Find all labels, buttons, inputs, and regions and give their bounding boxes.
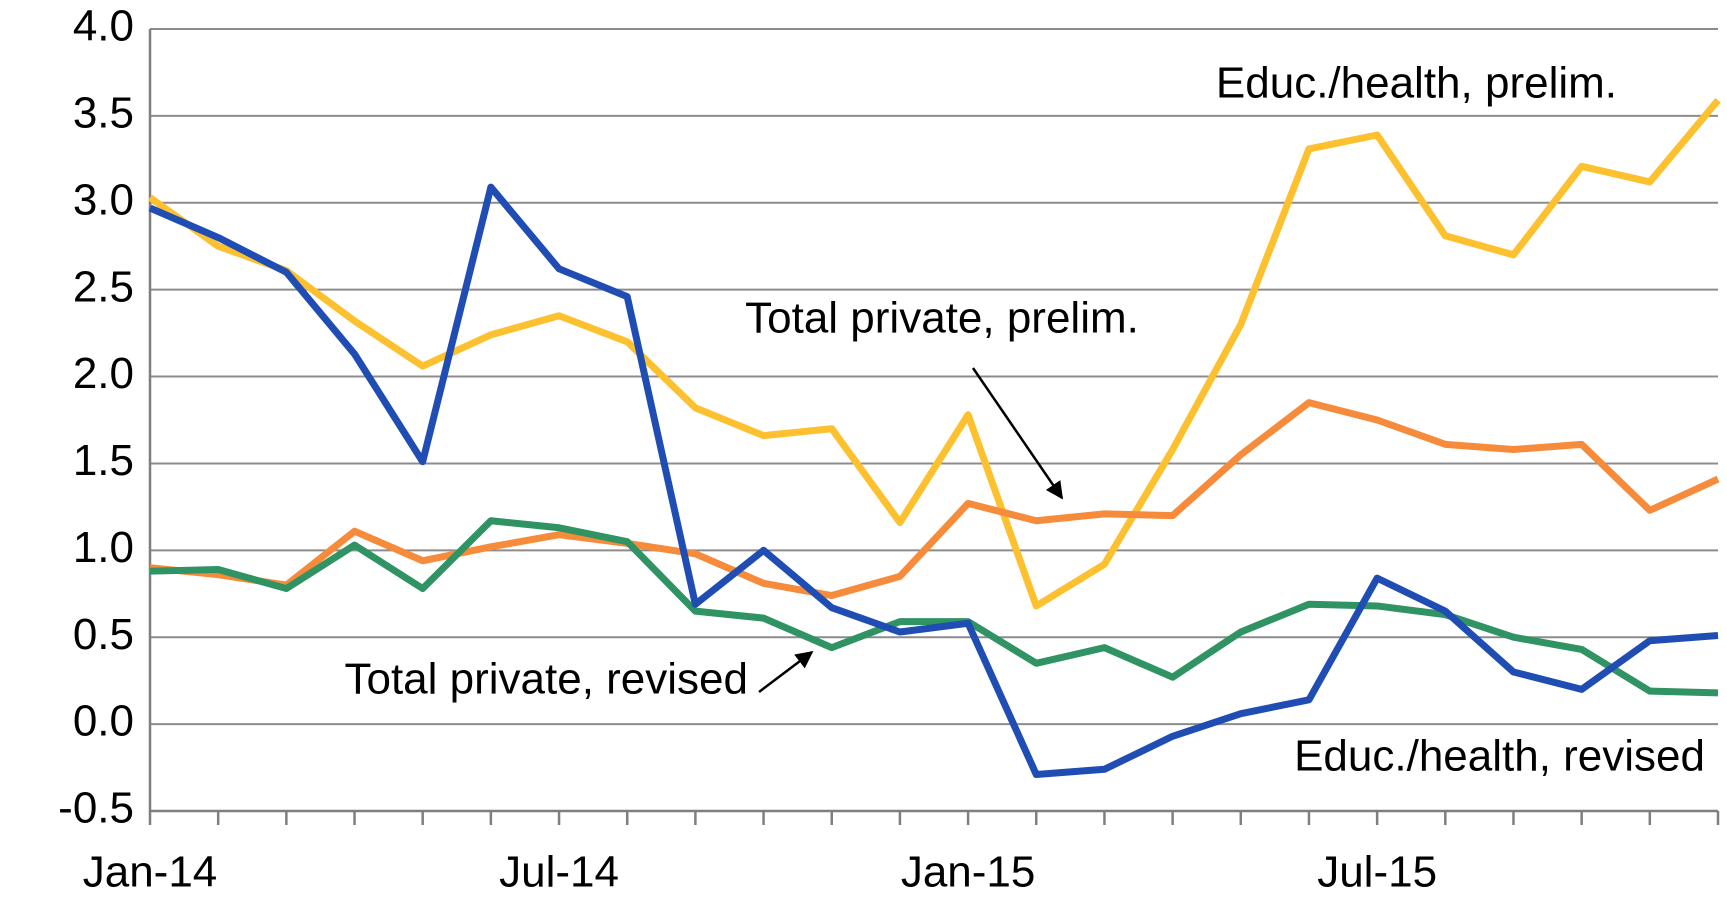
- series-label: Educ./health, prelim.: [1216, 59, 1617, 108]
- series-line: [147, 98, 1721, 610]
- series-label: Total private, prelim.: [745, 294, 1139, 343]
- y-tick-label: 2.0: [73, 349, 134, 398]
- x-tick-label: Jan-15: [901, 848, 1036, 897]
- y-tick-label: 4.0: [73, 2, 134, 51]
- series-line: [148, 183, 1719, 779]
- lines: [147, 98, 1721, 779]
- y-tick-label: 2.5: [73, 262, 134, 311]
- annotation-arrow: [971, 367, 1064, 500]
- series-line: [149, 399, 1720, 600]
- series-label: Total private, revised: [344, 655, 748, 704]
- x-tick-label: Jul-15: [1317, 848, 1437, 897]
- y-tick-label: 0.5: [73, 610, 134, 659]
- y-tick-label: 3.5: [73, 89, 134, 138]
- grid: [148, 28, 1720, 825]
- series-label: Educ./health, revised: [1294, 732, 1705, 781]
- annotation-arrow: [758, 650, 814, 693]
- y-tick-label: 1.5: [73, 436, 134, 485]
- y-tick-label: 1.0: [73, 523, 134, 572]
- x-tick-label: Jan-14: [83, 848, 218, 897]
- x-tick-label: Jul-14: [499, 848, 619, 897]
- y-tick-label: 3.0: [73, 175, 134, 224]
- y-tick-label: -0.5: [58, 784, 134, 833]
- y-tick-label: 0.0: [73, 697, 134, 746]
